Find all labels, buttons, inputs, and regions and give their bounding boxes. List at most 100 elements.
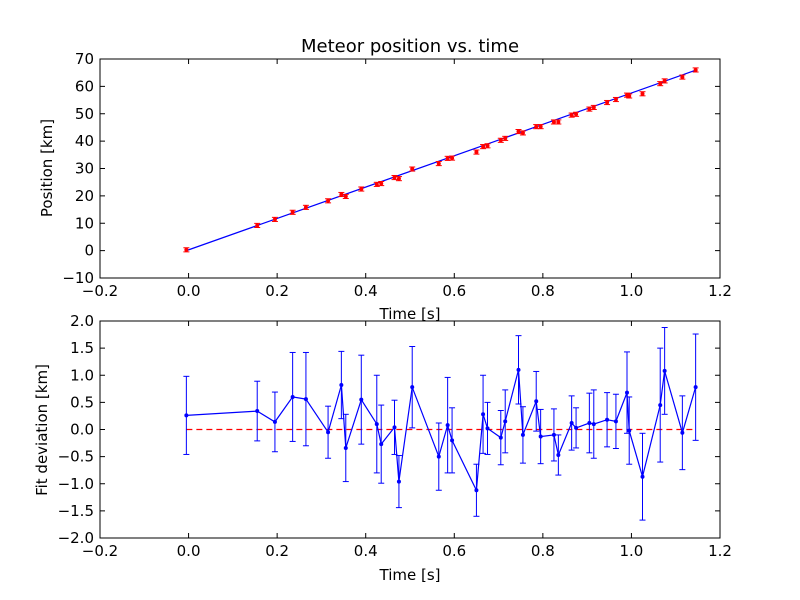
position-point	[272, 217, 277, 222]
deviation-point	[498, 435, 503, 440]
position-point	[343, 194, 348, 199]
deviation-plot-x-tick-label: 0.2	[265, 542, 289, 560]
deviation-point	[574, 425, 579, 430]
fit-line	[186, 69, 696, 252]
deviation-plot-x-tick-label: 1.2	[708, 542, 732, 560]
position-plot-x-tick-label: 0.4	[354, 282, 378, 300]
deviation-plot-y-tick-label: −0.5	[58, 448, 94, 466]
deviation-point	[303, 397, 308, 402]
deviation-plot-x-tick-label: 0.6	[442, 542, 466, 560]
position-point	[481, 144, 486, 149]
position-point	[662, 78, 667, 83]
position-point	[410, 167, 415, 172]
position-point	[693, 67, 698, 72]
deviation-point	[693, 385, 698, 390]
deviation-point	[481, 412, 486, 417]
deviation-plot-x-tick-label: 0.0	[177, 542, 201, 560]
deviation-point	[605, 417, 610, 422]
deviation-point	[339, 383, 344, 388]
position-point	[326, 198, 331, 203]
position-plot-x-tick-label: 1.2	[708, 282, 732, 300]
position-plot-x-axis-label: Time [s]	[379, 305, 441, 323]
deviation-plot-x-tick-label: 1.0	[619, 542, 643, 560]
position-plot-y-tick-label: −10	[62, 269, 94, 287]
position-plot-x-tick-label: 0.2	[265, 282, 289, 300]
deviation-plot-x-tick-label: 0.8	[531, 542, 555, 560]
position-point	[613, 97, 618, 102]
deviation-point	[503, 419, 508, 424]
deviation-plot: Time [s] Fit deviation [km] −0.2 0.0 0.2 0.…	[33, 312, 732, 584]
position-point	[605, 100, 610, 105]
deviation-point	[640, 474, 645, 479]
position-plot-title: Meteor position vs. time	[301, 36, 519, 57]
deviation-point	[658, 403, 663, 408]
deviation-plot-y-tick-label: 1.5	[70, 339, 94, 357]
position-point	[498, 138, 503, 143]
position-point	[396, 176, 401, 181]
deviation-plot-y-tick-label: 1.0	[70, 366, 94, 384]
deviation-point	[436, 454, 441, 459]
position-point	[339, 192, 344, 197]
deviation-plot-y-tick-label: −2.0	[58, 529, 94, 547]
position-point	[255, 223, 260, 228]
deviation-plot-content: −0.2 0.0 0.2 0.4 0.6 0.8 1.0 1.2 −2.0 −1.5 −1.0 −0.…	[58, 312, 732, 560]
position-point	[574, 112, 579, 117]
deviation-point	[613, 419, 618, 424]
deviation-point	[569, 420, 574, 425]
position-point	[534, 124, 539, 129]
deviation-point	[450, 438, 455, 443]
deviation-point	[485, 426, 490, 431]
position-plot-x-tick-label: 0.6	[442, 282, 466, 300]
position-point	[290, 210, 295, 215]
position-point	[445, 156, 450, 161]
position-point	[374, 182, 379, 187]
position-point	[538, 124, 543, 129]
deviation-plot-x-tick-label: 0.4	[354, 542, 378, 560]
deviation-point	[591, 422, 596, 427]
deviation-point	[534, 399, 539, 404]
deviation-point	[184, 413, 189, 418]
deviation-point	[587, 420, 592, 425]
position-point	[392, 175, 397, 180]
deviation-plot-y-axis-label: Fit deviation [km]	[33, 364, 51, 496]
deviation-plot-y-tick-label: 2.0	[70, 312, 94, 330]
deviation-point	[627, 428, 632, 433]
deviation-point	[625, 390, 629, 395]
position-point	[303, 205, 308, 210]
deviation-point	[474, 488, 479, 493]
position-point	[587, 107, 592, 112]
position-plot-x-tick-label: 0.0	[177, 282, 201, 300]
deviation-point	[662, 368, 667, 373]
position-plot-y-tick-label: 50	[75, 105, 94, 123]
position-point	[627, 93, 632, 98]
position-plot-y-tick-label: 20	[75, 187, 94, 205]
deviation-point	[392, 425, 397, 430]
position-plot-x-tick-label: 0.8	[531, 282, 555, 300]
position-plot: Meteor position vs. time Time [s] Positi…	[38, 36, 732, 323]
deviation-point	[374, 422, 379, 427]
position-plot-y-tick-label: 60	[75, 77, 94, 95]
position-point	[359, 187, 364, 192]
deviation-plot-x-axis-label: Time [s]	[379, 566, 441, 584]
position-point	[516, 129, 521, 134]
deviation-point	[326, 430, 331, 435]
deviation-plot-y-tick-label: −1.0	[58, 475, 94, 493]
deviation-point	[520, 432, 525, 437]
position-plot-y-tick-label: 0	[84, 242, 94, 260]
deviation-plot-x-tick-label: −0.2	[82, 542, 118, 560]
position-plot-y-tick-label: 40	[75, 132, 94, 150]
position-point	[551, 119, 556, 124]
position-point	[184, 247, 189, 252]
position-point	[450, 156, 455, 161]
deviation-point	[680, 430, 685, 435]
position-point	[379, 181, 384, 186]
position-plot-y-tick-label: 10	[75, 214, 94, 232]
deviation-point	[556, 452, 561, 457]
deviation-point	[379, 442, 384, 447]
position-plot-content: −0.2 0.0 0.2 0.4 0.6 0.8 1.0 1.2 −10 0 10 20 30 40 50 6…	[62, 50, 732, 300]
position-point	[680, 75, 685, 80]
deviation-point	[255, 409, 260, 414]
deviation-plot-y-tick-label: −1.5	[58, 502, 94, 520]
deviation-plot-y-tick-label: 0.0	[70, 421, 94, 439]
